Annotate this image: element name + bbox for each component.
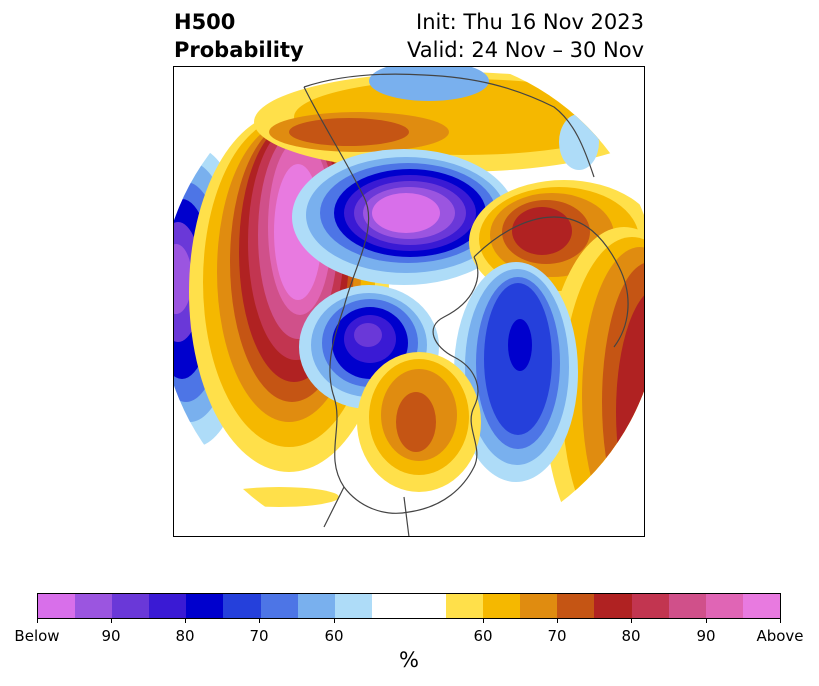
colorbar-swatch (223, 594, 261, 618)
colorbar-swatch (668, 594, 706, 618)
colorbar-swatch (483, 594, 521, 618)
coastlines (303, 73, 629, 536)
colorbar-tickmark (706, 619, 707, 623)
map-title: H500 Probability (174, 8, 304, 64)
colorbar-unit-label: % (399, 648, 419, 672)
map-svg (174, 67, 644, 536)
colorbar-tick-label: Above (756, 627, 804, 645)
colorbar-swatch (631, 594, 669, 618)
valid-range: Valid: 24 Nov – 30 Nov (407, 38, 644, 62)
anomaly-atlantic-below (454, 262, 578, 482)
colorbar-tickmark (111, 619, 112, 623)
colorbar-tick-label: 80 (175, 627, 195, 645)
anomaly-arctic-below (292, 149, 516, 285)
colorbar-tick-label: 80 (621, 627, 641, 645)
colorbar-swatch (594, 594, 632, 618)
colorbar-swatch (742, 594, 780, 618)
colorbar-tickmark (334, 619, 335, 623)
probability-map (173, 66, 645, 537)
colorbar-swatch (149, 594, 187, 618)
colorbar-swatch (260, 594, 298, 618)
colorbar-tick-label: 60 (324, 627, 344, 645)
colorbar-tickmark (37, 619, 38, 623)
colorbar-tickmark (483, 619, 484, 623)
colorbar-swatch (446, 594, 484, 618)
colorbar (37, 593, 781, 619)
anomaly-conus-above (219, 352, 481, 507)
colorbar-swatch (371, 594, 447, 618)
colorbar-tick-label: 70 (249, 627, 269, 645)
forecast-dates: Init: Thu 16 Nov 2023 Valid: 24 Nov – 30… (407, 8, 644, 64)
colorbar-tick-label: 70 (547, 627, 567, 645)
colorbar-tick-label: Below (14, 627, 60, 645)
title-line-2: Probability (174, 38, 304, 62)
colorbar-tick-label: 60 (473, 627, 493, 645)
colorbar-tickmark (780, 619, 781, 623)
title-line-1: H500 (174, 10, 236, 34)
colorbar-swatch (297, 594, 335, 618)
colorbar-tickmark (185, 619, 186, 623)
colorbar-swatch (112, 594, 150, 618)
colorbar-swatch (38, 594, 76, 618)
colorbar-swatch (557, 594, 595, 618)
colorbar-tickmark (631, 619, 632, 623)
colorbar-swatch (75, 594, 113, 618)
init-date: Init: Thu 16 Nov 2023 (416, 10, 644, 34)
colorbar-swatch (705, 594, 743, 618)
colorbar-tick-label: 90 (696, 627, 716, 645)
colorbar-tickmark (557, 619, 558, 623)
colorbar-tick-label: 90 (101, 627, 121, 645)
colorbar-swatch (520, 594, 558, 618)
colorbar-swatch (334, 594, 372, 618)
colorbar-tickmark (259, 619, 260, 623)
colorbar-swatch (186, 594, 224, 618)
